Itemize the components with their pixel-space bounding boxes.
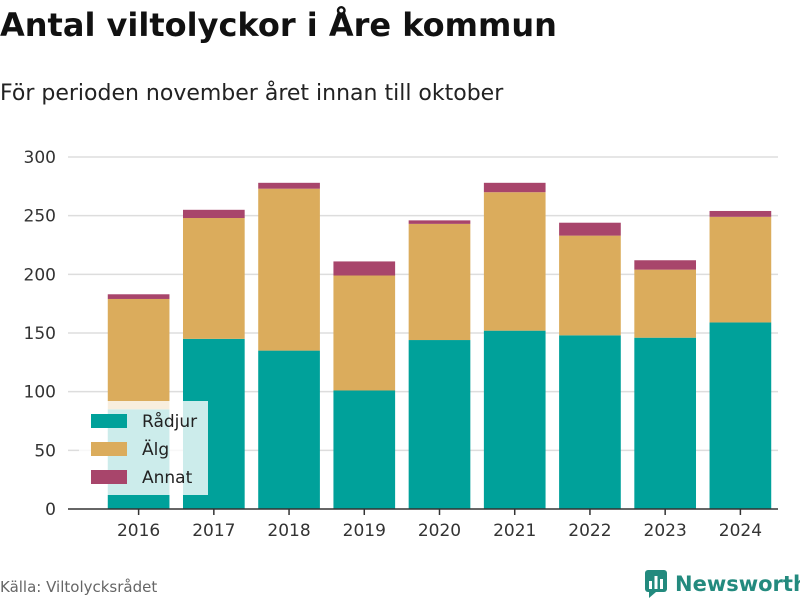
bar-segment-älg	[634, 269, 697, 338]
bar-segment-älg	[182, 218, 245, 339]
bar-segment-annat	[559, 222, 621, 236]
bar-segment-annat	[107, 294, 170, 299]
y-tick-label: 300	[24, 148, 56, 168]
bar-chart-logo-icon	[645, 570, 667, 598]
bar-segment-rådjur	[483, 330, 546, 509]
bar-segment-älg	[709, 216, 772, 323]
y-tick-label: 200	[24, 265, 56, 285]
x-tick-label: 2021	[493, 521, 536, 541]
x-tick-label: 2019	[343, 521, 386, 541]
legend-label: Annat	[142, 468, 193, 488]
bar-segment-rådjur	[634, 337, 697, 509]
legend-label: Älg	[142, 439, 169, 460]
legend-swatch	[91, 470, 127, 484]
x-tick-label: 2017	[192, 521, 235, 541]
x-tick-label: 2016	[117, 521, 160, 541]
bar-segment-älg	[483, 192, 546, 331]
y-tick-label: 50	[34, 441, 56, 461]
y-tick-label: 0	[45, 500, 56, 520]
bar-segment-annat	[709, 210, 772, 217]
y-tick-label: 150	[24, 324, 56, 344]
legend-label: Rådjur	[142, 411, 197, 432]
bar-segment-annat	[408, 220, 471, 224]
bar-segment-annat	[258, 182, 320, 189]
x-axis-ticks: 2016 2017 2018 2019 2020 2021 2022 2023 2024	[117, 509, 762, 541]
x-tick-label: 2020	[418, 521, 461, 541]
chart-title: Antal viltolyckor i Åre kommun	[0, 6, 557, 44]
x-tick-label: 2018	[267, 521, 310, 541]
y-tick-label: 250	[24, 207, 56, 227]
brand-name: Newsworthy	[675, 572, 800, 596]
x-tick-label: 2022	[568, 521, 611, 541]
bar-segment-älg	[258, 188, 320, 351]
bar-segment-annat	[333, 261, 396, 276]
y-tick-label: 100	[24, 383, 56, 403]
bar-segment-rådjur	[559, 335, 621, 509]
bar-segment-älg	[333, 275, 396, 391]
bar-segment-rådjur	[709, 322, 772, 509]
x-tick-label: 2024	[719, 521, 762, 541]
bar-segment-annat	[182, 209, 245, 219]
bar-segment-rådjur	[333, 390, 396, 509]
legend: Rådjur Älg Annat	[79, 401, 208, 495]
bar-segment-rådjur	[258, 350, 320, 509]
bar-segment-älg	[408, 223, 471, 341]
bar-segment-älg	[107, 298, 170, 410]
source-note: Källa: Viltolycksrådet	[0, 578, 158, 596]
bar-segment-annat	[634, 260, 697, 270]
bar-segment-rådjur	[408, 340, 471, 509]
legend-swatch	[91, 414, 127, 428]
bar-segment-älg	[559, 235, 621, 336]
brand-logo: Newsworthy	[645, 568, 800, 600]
y-axis-ticks: 0 50 100 150 200 250 300	[24, 148, 56, 520]
x-tick-label: 2023	[644, 521, 687, 541]
chart-subtitle: För perioden november året innan till ok…	[0, 81, 504, 106]
bar-segment-annat	[483, 182, 546, 193]
legend-swatch	[91, 442, 127, 456]
